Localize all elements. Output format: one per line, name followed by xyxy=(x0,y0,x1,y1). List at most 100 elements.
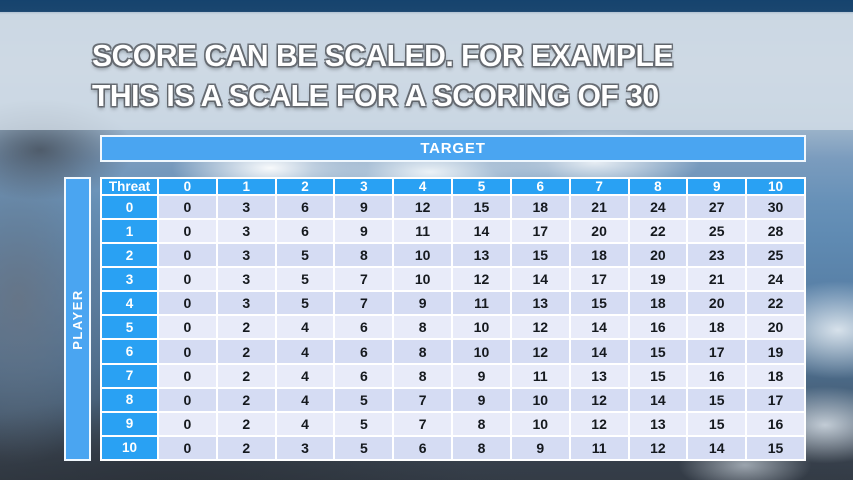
score-cell: 2 xyxy=(215,314,277,341)
score-cell: 10 xyxy=(509,386,571,413)
score-cell: 21 xyxy=(568,193,630,221)
score-cell: 17 xyxy=(686,338,748,365)
score-cell: 9 xyxy=(451,362,512,389)
target-header-row: Threat 0 1 2 3 4 5 6 7 8 9 10 xyxy=(100,177,806,196)
threat-corner-header: Threat xyxy=(100,177,159,196)
score-cell: 8 xyxy=(392,362,454,389)
score-cell: 8 xyxy=(392,338,454,365)
player-row-header: 6 xyxy=(100,338,159,365)
score-cell: 12 xyxy=(568,410,630,437)
score-row: 3 0 3 5 7 10 12 14 17 19 21 24 xyxy=(100,266,806,293)
score-cell: 0 xyxy=(157,314,218,341)
score-cell: 22 xyxy=(627,218,689,245)
score-cell: 7 xyxy=(333,266,395,293)
score-cell: 10 xyxy=(451,338,512,365)
score-cell: 17 xyxy=(509,218,571,245)
score-cell: 25 xyxy=(745,242,806,269)
score-cell: 5 xyxy=(333,386,395,413)
score-cell: 12 xyxy=(392,193,454,221)
score-cell: 14 xyxy=(509,266,571,293)
target-column-header: 7 xyxy=(568,177,630,196)
score-cell: 4 xyxy=(274,410,336,437)
score-cell: 16 xyxy=(745,410,806,437)
score-cell: 21 xyxy=(686,266,748,293)
title-line-1: SCORE CAN BE SCALED. FOR EXAMPLE xyxy=(92,38,673,73)
score-cell: 9 xyxy=(333,218,395,245)
target-column-header: 2 xyxy=(274,177,336,196)
score-cell: 6 xyxy=(333,362,395,389)
title-band: SCORE CAN BE SCALED. FOR EXAMPLE THIS IS… xyxy=(0,12,853,130)
score-cell: 18 xyxy=(568,242,630,269)
player-header-bar: PLAYER xyxy=(64,177,91,461)
score-cell: 15 xyxy=(451,193,512,221)
score-cell: 11 xyxy=(392,218,454,245)
score-cell: 10 xyxy=(509,410,571,437)
score-row: 5 0 2 4 6 8 10 12 14 16 18 20 xyxy=(100,314,806,341)
score-cell: 7 xyxy=(333,290,395,317)
score-cell: 3 xyxy=(215,290,277,317)
score-cell: 9 xyxy=(333,193,395,221)
target-column-header: 0 xyxy=(157,177,218,196)
score-cell: 6 xyxy=(333,338,395,365)
score-cell: 14 xyxy=(568,338,630,365)
score-cell: 18 xyxy=(627,290,689,317)
score-cell: 5 xyxy=(333,410,395,437)
score-cell: 5 xyxy=(274,242,336,269)
score-cell: 0 xyxy=(157,242,218,269)
score-cell: 13 xyxy=(451,242,512,269)
score-row: 1 0 3 6 9 11 14 17 20 22 25 28 xyxy=(100,218,806,245)
score-cell: 9 xyxy=(509,434,571,462)
score-cell: 10 xyxy=(451,314,512,341)
score-row: 8 0 2 4 5 7 9 10 12 14 15 17 xyxy=(100,386,806,413)
target-label: TARGET xyxy=(420,140,486,157)
score-cell: 15 xyxy=(627,362,689,389)
score-row: 10 0 2 3 5 6 8 9 11 12 14 15 xyxy=(100,434,806,462)
score-cell: 4 xyxy=(274,314,336,341)
score-cell: 0 xyxy=(157,338,218,365)
score-cell: 0 xyxy=(157,434,218,462)
score-cell: 11 xyxy=(509,362,571,389)
score-cell: 6 xyxy=(333,314,395,341)
score-cell: 5 xyxy=(274,266,336,293)
score-cell: 12 xyxy=(509,338,571,365)
player-row-header: 5 xyxy=(100,314,159,341)
score-cell: 5 xyxy=(333,434,395,462)
score-cell: 27 xyxy=(686,193,748,221)
score-cell: 9 xyxy=(451,386,512,413)
target-column-header: 3 xyxy=(333,177,395,196)
score-cell: 24 xyxy=(627,193,689,221)
score-cell: 5 xyxy=(274,290,336,317)
score-cell: 15 xyxy=(627,338,689,365)
player-row-header: 9 xyxy=(100,410,159,437)
score-cell: 25 xyxy=(686,218,748,245)
player-row-header: 8 xyxy=(100,386,159,413)
score-cell: 14 xyxy=(686,434,748,462)
score-cell: 2 xyxy=(215,434,277,462)
score-cell: 12 xyxy=(451,266,512,293)
score-cell: 2 xyxy=(215,362,277,389)
score-cell: 0 xyxy=(157,410,218,437)
player-row-header: 7 xyxy=(100,362,159,389)
score-cell: 12 xyxy=(509,314,571,341)
score-cell: 3 xyxy=(215,218,277,245)
score-row: 6 0 2 4 6 8 10 12 14 15 17 19 xyxy=(100,338,806,365)
score-cell: 18 xyxy=(686,314,748,341)
player-row-header: 1 xyxy=(100,218,159,245)
score-cell: 6 xyxy=(274,193,336,221)
score-cell: 14 xyxy=(568,314,630,341)
target-column-header: 9 xyxy=(686,177,748,196)
score-cell: 4 xyxy=(274,362,336,389)
score-cell: 20 xyxy=(745,314,806,341)
target-column-header: 10 xyxy=(745,177,806,196)
score-cell: 17 xyxy=(568,266,630,293)
score-cell: 14 xyxy=(627,386,689,413)
score-cell: 14 xyxy=(451,218,512,245)
score-cell: 12 xyxy=(568,386,630,413)
player-row-header: 10 xyxy=(100,434,159,462)
score-cell: 4 xyxy=(274,338,336,365)
score-cell: 0 xyxy=(157,193,218,221)
score-cell: 15 xyxy=(686,386,748,413)
score-cell: 0 xyxy=(157,218,218,245)
score-cell: 19 xyxy=(745,338,806,365)
